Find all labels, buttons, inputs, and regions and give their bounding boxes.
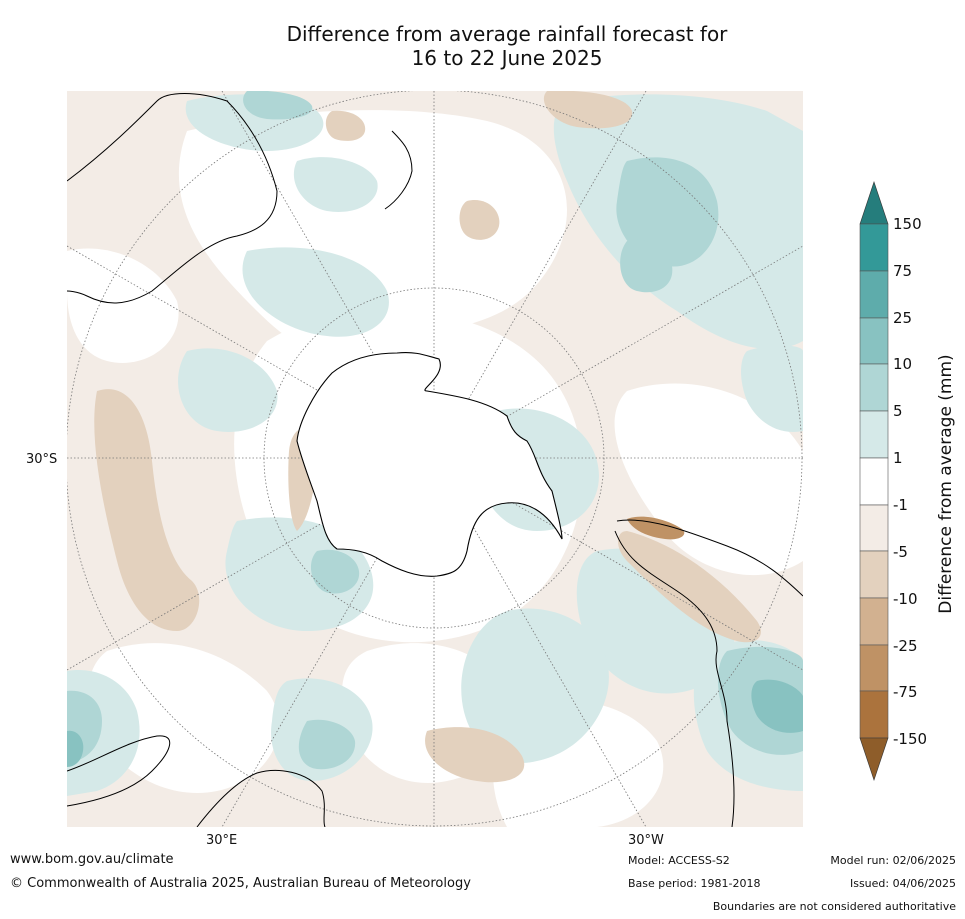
colorbar-extend-low [859,737,889,781]
colorbar-tick: -75 [893,683,918,701]
colorbar-tick: 1 [893,449,903,467]
title-line-2: 16 to 22 June 2025 [411,46,603,70]
colorbar-tick: -150 [893,730,928,748]
map-svg [67,91,803,827]
colorbar-extend-high [859,181,889,225]
title-line-1: Difference from average rainfall forecas… [286,22,728,46]
strongly-drier-regions [627,516,685,540]
drier-regions [94,91,761,783]
colorbar-tick: 10 [893,355,913,373]
model-text: Model: ACCESS-S2 [628,854,730,867]
colorbar-bins [859,223,889,739]
issued-text: Issued: 04/06/2025 [849,877,956,890]
wetter-regions-strong [67,679,803,767]
colorbar-tick: -10 [893,590,918,608]
australia-coastline [67,93,278,304]
colorbar-tick: 5 [893,402,903,420]
model-run-text: Model run: 02/06/2025 [830,854,956,867]
lon-label-30e: 30°E [206,833,238,848]
colorbar-tick: -1 [893,496,908,514]
website-link[interactable]: www.bom.gov.au/climate [10,852,174,867]
colorbar [859,181,889,781]
new-zealand-coastline [384,130,413,210]
colorbar-tick: -5 [893,543,908,561]
rainfall-anomaly-map[interactable] [67,91,803,827]
south-america-coastline [614,519,803,827]
colorbar-tick: 25 [893,309,913,327]
lat-label-30s: 30°S [26,452,58,467]
africa-coastline [67,735,326,827]
colorbar-tick: -25 [893,637,918,655]
copyright-text: © Commonwealth of Australia 2025, Austra… [10,876,471,891]
colorbar-tick: 150 [893,215,922,233]
colorbar-title: Difference from average (mm) [936,354,956,614]
chart-title: Difference from average rainfall forecas… [0,22,965,70]
lon-label-30w: 30°W [628,833,664,848]
base-period-text: Base period: 1981-2018 [628,877,761,890]
antarctica-coastline [296,352,563,577]
colorbar-tick: 75 [893,262,913,280]
disclaimer-text: Boundaries are not considered authoritat… [712,900,956,913]
